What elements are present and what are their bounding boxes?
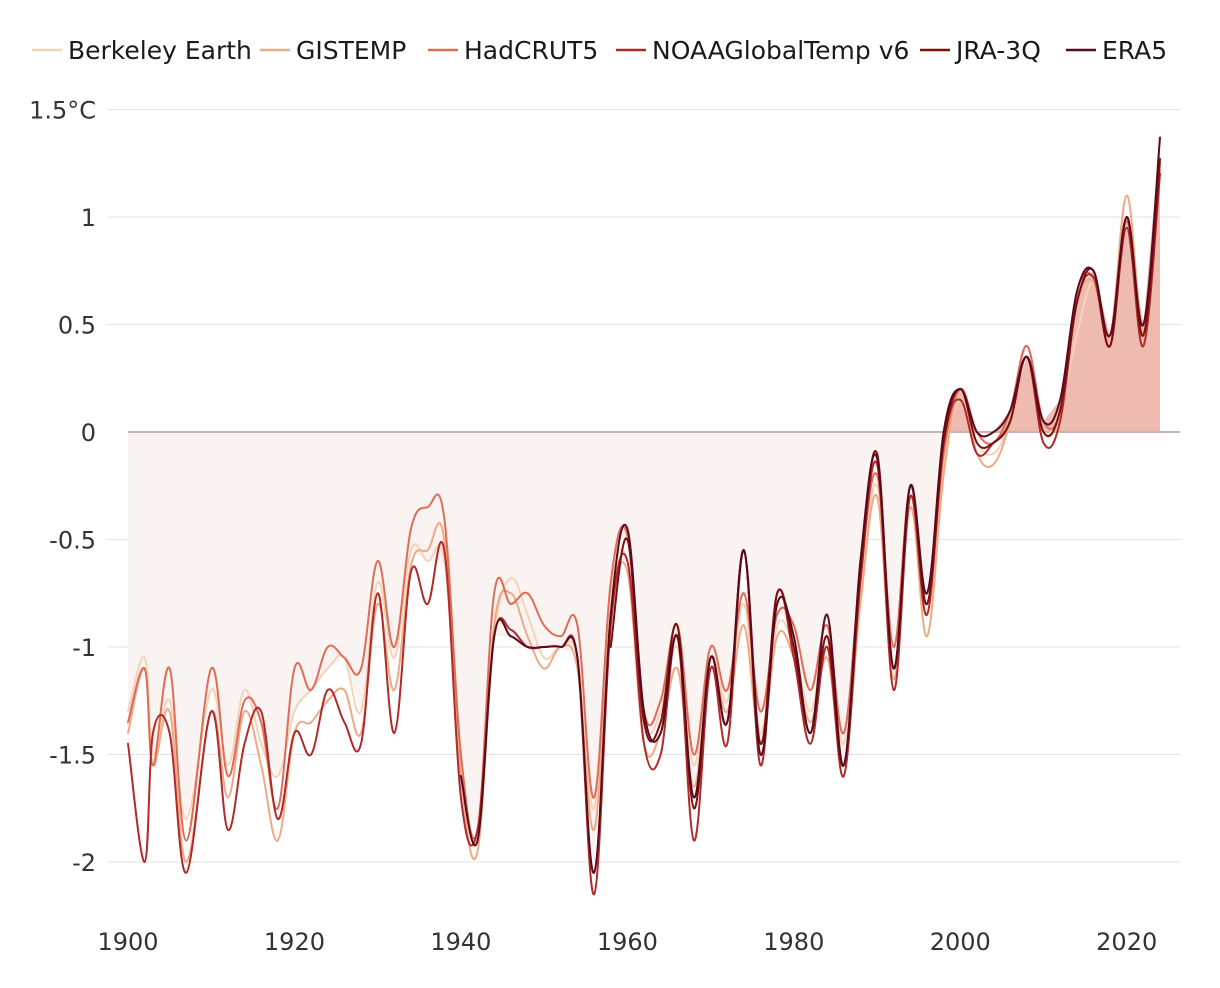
- negative-area-fill: [128, 432, 1160, 873]
- y-tick-label: 1.5°C: [29, 97, 96, 125]
- positive-area-fill: [128, 137, 1160, 432]
- y-tick-label: -1.5: [49, 742, 96, 770]
- legend: Berkeley Earth GISTEMP HadCRUT5 NOAAGlobalT…: [32, 36, 1167, 65]
- legend-label: HadCRUT5: [464, 36, 598, 65]
- x-tick-label: 1940: [430, 928, 491, 956]
- x-axis: 1900 1920 1940 1960 1980 2000 2020: [97, 928, 1157, 956]
- y-tick-label: 0.5: [58, 312, 96, 340]
- x-tick-label: 2020: [1096, 928, 1157, 956]
- x-tick-label: 1900: [97, 928, 158, 956]
- y-tick-label: 0: [81, 419, 96, 447]
- legend-label: ERA5: [1102, 36, 1167, 65]
- y-tick-label: -1: [72, 634, 96, 662]
- y-tick-label: -2: [72, 849, 96, 877]
- y-tick-label: -0.5: [49, 527, 96, 555]
- area-fills: [128, 137, 1180, 873]
- series-line-era5: [459, 136, 1161, 874]
- x-tick-label: 1920: [264, 928, 325, 956]
- x-tick-label: 1980: [763, 928, 824, 956]
- legend-label: JRA-3Q: [954, 36, 1041, 65]
- x-tick-label: 2000: [930, 928, 991, 956]
- legend-label: NOAAGlobalTemp v6: [652, 36, 909, 65]
- x-tick-label: 1960: [597, 928, 658, 956]
- legend-label: GISTEMP: [296, 36, 406, 65]
- series-lines: [127, 136, 1161, 896]
- legend-label: Berkeley Earth: [68, 36, 252, 65]
- series-line-gistemp: [127, 168, 1161, 863]
- series-line-noaaglobaltemp-v6: [127, 173, 1161, 896]
- y-tick-label: 1: [81, 204, 96, 232]
- y-axis: 1.5°C 1 0.5 0 -0.5 -1 -1.5 -2: [29, 97, 96, 878]
